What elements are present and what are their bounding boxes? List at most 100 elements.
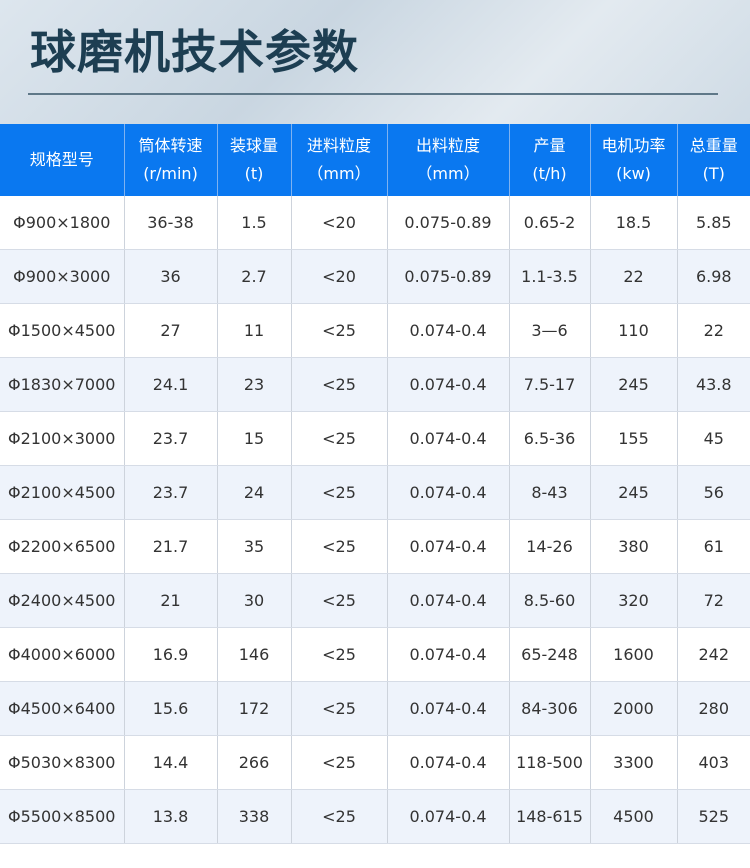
table-cell: 16.9	[123, 627, 217, 682]
table-cell: 338	[216, 789, 291, 844]
table-cell: 11	[216, 303, 291, 358]
table-cell: 0.074-0.4	[386, 519, 509, 574]
table-cell: 23.7	[123, 411, 217, 466]
table-cell: 21	[123, 573, 217, 628]
table-cell: 13.8	[123, 789, 217, 844]
title-banner: 球磨机技术参数	[0, 0, 750, 124]
table-cell: Φ1830×7000	[0, 357, 124, 412]
table-cell: 280	[676, 681, 750, 736]
column-header: 产量 (t/h)	[508, 124, 590, 196]
table-cell: 0.074-0.4	[386, 303, 509, 358]
table-cell: 6.5-36	[508, 411, 590, 466]
table-cell: 21.7	[123, 519, 217, 574]
table-cell: Φ2100×4500	[0, 465, 124, 520]
table-cell: 6.98	[676, 249, 750, 304]
table-cell: Φ2100×3000	[0, 411, 124, 466]
table-cell: 0.65-2	[508, 196, 590, 250]
column-header-line: （mm）	[307, 164, 371, 183]
title-divider	[28, 93, 718, 95]
table-row: Φ4000×6000 16.9 146 <25 0.074-0.4 65-248 1600 2…	[0, 627, 750, 682]
table-cell: 15.6	[123, 681, 217, 736]
table-cell: 14-26	[508, 519, 590, 574]
table-cell: 0.074-0.4	[386, 627, 509, 682]
table-cell: 146	[216, 627, 291, 682]
table-row: Φ2400×4500 21 30 <25 0.074-0.4 8.5-60 320 72	[0, 573, 750, 628]
column-header-line: （mm）	[416, 164, 480, 183]
table-cell: 3300	[589, 735, 677, 790]
table-cell: Φ2200×6500	[0, 519, 124, 574]
column-header-line: (T)	[702, 164, 725, 183]
table-cell: 15	[216, 411, 291, 466]
table-cell: 72	[676, 573, 750, 628]
table-cell: <25	[290, 519, 387, 574]
table-cell: 22	[676, 303, 750, 358]
table-cell: 266	[216, 735, 291, 790]
table-cell: 1.5	[216, 196, 291, 250]
spec-table: 规格型号 筒体转速 (r/min) 装球量 (t) 进料粒度 （mm） 出料粒度 （mm） 产量 (…	[0, 124, 750, 844]
table-cell: 14.4	[123, 735, 217, 790]
table-cell: 148-615	[508, 789, 590, 844]
table-row: Φ900×3000 36 2.7 <20 0.075-0.89 1.1-3.5 22 6.98	[0, 249, 750, 304]
table-cell: 3—6	[508, 303, 590, 358]
table-cell: Φ1500×4500	[0, 303, 124, 358]
table-cell: Φ2400×4500	[0, 573, 124, 628]
table-cell: 18.5	[589, 196, 677, 250]
table-row: Φ1500×4500 27 11 <25 0.074-0.4 3—6 110 22	[0, 303, 750, 358]
table-cell: 403	[676, 735, 750, 790]
table-cell: 245	[589, 357, 677, 412]
table-cell: Φ4000×6000	[0, 627, 124, 682]
table-row: Φ5500×8500 13.8 338 <25 0.074-0.4 148-615 4500…	[0, 789, 750, 844]
table-cell: 320	[589, 573, 677, 628]
table-row: Φ2200×6500 21.7 35 <25 0.074-0.4 14-26 380 61	[0, 519, 750, 574]
page-title: 球磨机技术参数	[30, 25, 359, 79]
column-header-line: 规格型号	[29, 150, 94, 169]
column-header-line: 装球量	[229, 136, 278, 155]
table-cell: 0.074-0.4	[386, 735, 509, 790]
table-cell: <20	[290, 249, 387, 304]
table-cell: 4500	[589, 789, 677, 844]
table-row: Φ4500×6400 15.6 172 <25 0.074-0.4 84-306 2000 2…	[0, 681, 750, 736]
table-row: Φ2100×3000 23.7 15 <25 0.074-0.4 6.5-36 155 45	[0, 411, 750, 466]
column-header-line: (t)	[244, 164, 264, 183]
table-cell: 23	[216, 357, 291, 412]
table-cell: Φ5030×8300	[0, 735, 124, 790]
table-cell: 2.7	[216, 249, 291, 304]
table-cell: <25	[290, 573, 387, 628]
table-cell: 56	[676, 465, 750, 520]
table-row: Φ900×1800 36-38 1.5 <20 0.075-0.89 0.65-2 18.5…	[0, 196, 750, 250]
table-cell: 61	[676, 519, 750, 574]
table-cell: 24.1	[123, 357, 217, 412]
table-cell: 84-306	[508, 681, 590, 736]
table-cell: Φ4500×6400	[0, 681, 124, 736]
column-header-line: (t/h)	[532, 164, 567, 183]
table-cell: 36	[123, 249, 217, 304]
table-cell: 1600	[589, 627, 677, 682]
column-header: 规格型号	[0, 124, 124, 196]
column-header: 电机功率 (kw)	[589, 124, 677, 196]
table-cell: 8.5-60	[508, 573, 590, 628]
table-cell: 0.074-0.4	[386, 573, 509, 628]
table-cell: 172	[216, 681, 291, 736]
column-header-line: (kw)	[616, 164, 651, 183]
table-cell: 245	[589, 465, 677, 520]
column-header-line: 进料粒度	[306, 136, 371, 155]
table-cell: <25	[290, 789, 387, 844]
table-cell: 2000	[589, 681, 677, 736]
table-cell: 30	[216, 573, 291, 628]
table-cell: <25	[290, 627, 387, 682]
column-header-line: 总重量	[689, 136, 738, 155]
table-cell: 380	[589, 519, 677, 574]
table-cell: 43.8	[676, 357, 750, 412]
table-cell: <25	[290, 303, 387, 358]
table-cell: 35	[216, 519, 291, 574]
table-cell: 23.7	[123, 465, 217, 520]
table-cell: 0.074-0.4	[386, 681, 509, 736]
table-cell: 0.075-0.89	[386, 196, 509, 250]
column-header-line: 出料粒度	[415, 136, 480, 155]
table-cell: <25	[290, 357, 387, 412]
table-cell: <25	[290, 681, 387, 736]
table-row: Φ2100×4500 23.7 24 <25 0.074-0.4 8-43 245 56	[0, 465, 750, 520]
column-header: 总重量 (T)	[676, 124, 750, 196]
table-cell: 45	[676, 411, 750, 466]
table-cell: 65-248	[508, 627, 590, 682]
